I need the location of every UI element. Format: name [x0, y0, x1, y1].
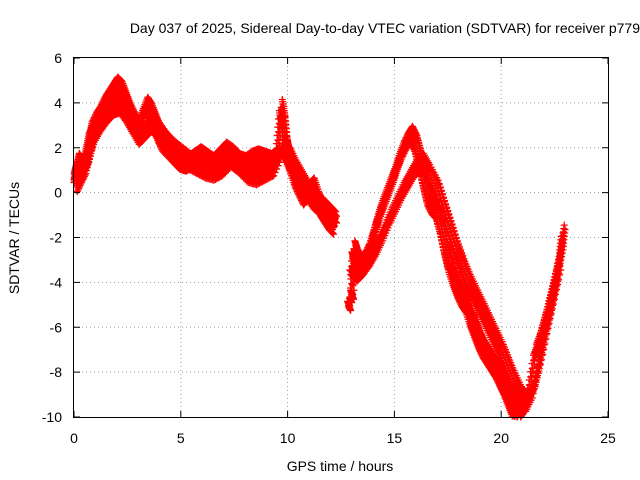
data-point-marker: [409, 124, 417, 132]
data-point-marker: [330, 230, 338, 238]
data-point-marker: [478, 332, 486, 340]
data-point-marker: [355, 248, 363, 256]
data-point-marker: [310, 175, 318, 183]
data-point-marker: [354, 247, 362, 255]
data-point-marker: [479, 333, 487, 341]
data-point-marker: [412, 130, 420, 138]
data-point-marker: [398, 154, 406, 162]
data-point-marker: [347, 288, 355, 296]
data-point-marker: [346, 302, 354, 310]
data-point-marker: [410, 125, 418, 133]
data-point-marker: [401, 148, 409, 156]
data-point-marker: [411, 128, 419, 136]
data-point-marker: [411, 127, 419, 135]
data-point-marker: [347, 306, 355, 314]
grid-layer: [74, 58, 608, 417]
data-point-marker: [346, 293, 354, 301]
data-point-marker: [347, 297, 355, 305]
data-point-marker: [446, 247, 454, 255]
data-point-marker: [400, 149, 408, 157]
data-point-marker: [478, 330, 486, 338]
data-point-marker: [354, 245, 362, 253]
data-point-marker: [456, 277, 464, 285]
data-point-marker: [272, 148, 280, 156]
data-point-marker: [409, 122, 417, 130]
data-point-marker: [480, 335, 488, 343]
data-point-marker: [477, 329, 485, 337]
data-point-marker: [399, 151, 407, 159]
data-point-marker: [399, 152, 407, 160]
data-point-marker: [457, 280, 465, 288]
data-point-marker: [274, 123, 282, 131]
marks-layer: [70, 73, 569, 421]
data-point-marker: [147, 99, 155, 107]
data-point-marker: [348, 279, 356, 287]
data-point-marker: [272, 140, 280, 148]
data-point-marker: [346, 284, 354, 292]
data-point-marker: [353, 244, 361, 252]
